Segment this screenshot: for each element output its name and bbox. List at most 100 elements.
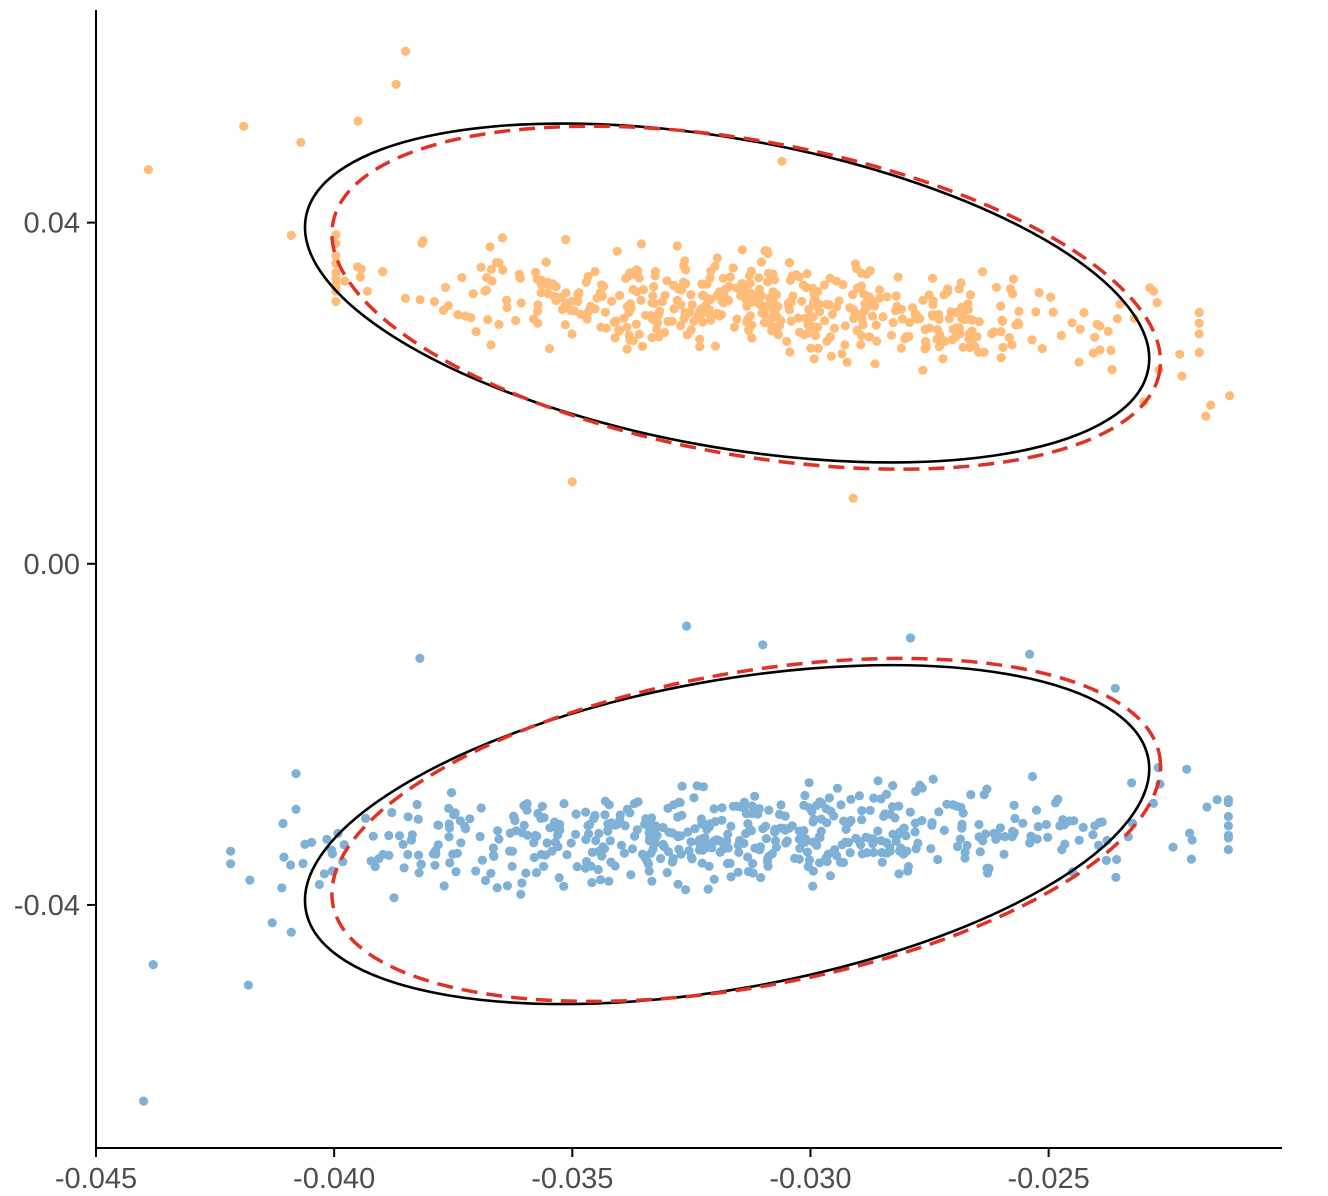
lower-point <box>1041 819 1051 830</box>
upper-point <box>695 334 705 344</box>
lower-point <box>532 831 542 841</box>
lower-point <box>1101 855 1111 866</box>
lower-point <box>1060 839 1070 849</box>
upper-point <box>786 316 796 326</box>
upper-point <box>998 342 1008 352</box>
upper-point <box>745 288 755 298</box>
upper-point <box>837 349 847 359</box>
lower-point <box>957 819 967 830</box>
lower-point <box>770 836 781 846</box>
lower-point <box>539 813 549 823</box>
upper-point <box>763 248 773 259</box>
lower-point <box>915 780 925 790</box>
upper-point <box>611 316 621 326</box>
lower-point <box>632 825 642 835</box>
upper-point <box>802 328 813 338</box>
upper-point <box>657 297 667 307</box>
upper-point <box>612 246 622 256</box>
lower-point <box>1043 832 1053 843</box>
upper-point <box>911 312 921 322</box>
upper-point <box>636 239 647 249</box>
upper-point <box>1107 365 1117 375</box>
upper-point <box>772 290 782 300</box>
lower-point <box>824 793 835 803</box>
lower-point <box>854 791 865 801</box>
lower-point <box>1027 832 1037 842</box>
upper-point <box>697 290 708 300</box>
lower-point <box>594 828 604 839</box>
upper-point <box>637 341 648 351</box>
lower-point <box>148 960 158 970</box>
lower-point <box>378 849 388 860</box>
upper-point <box>859 289 869 299</box>
upper-point <box>486 340 496 350</box>
upper-point <box>882 292 892 302</box>
lower-point <box>825 871 836 881</box>
upper-point <box>996 327 1006 337</box>
upper-point <box>1074 357 1084 367</box>
lower-point <box>873 826 883 836</box>
lower-point <box>808 817 818 827</box>
lower-point <box>926 844 936 854</box>
lower-point <box>723 829 733 839</box>
upper-point <box>582 314 592 324</box>
lower-point <box>697 815 707 826</box>
upper-point <box>842 357 852 367</box>
lower-point <box>877 857 887 867</box>
upper-point <box>622 344 632 354</box>
upper-point <box>1037 344 1047 354</box>
lower-point <box>995 823 1006 833</box>
lower-point <box>286 860 296 870</box>
lower-point <box>846 815 856 826</box>
lower-point <box>537 801 548 811</box>
lower-point <box>794 834 805 844</box>
lower-point <box>522 830 533 840</box>
lower-point <box>581 807 591 817</box>
lower-point <box>1025 649 1035 659</box>
lower-point <box>933 854 943 865</box>
lower-point <box>600 796 611 806</box>
upper-point <box>716 310 727 320</box>
lower-point <box>726 821 736 831</box>
lower-point <box>603 825 613 835</box>
upper-point <box>1194 347 1204 358</box>
lower-point <box>413 850 424 860</box>
lower-point <box>547 846 557 856</box>
lower-point <box>787 821 797 831</box>
lower-point <box>732 801 742 811</box>
lower-point <box>808 866 818 876</box>
lower-point <box>689 793 699 803</box>
upper-point <box>400 293 410 303</box>
lower-point <box>1148 798 1158 809</box>
upper-point <box>614 326 625 336</box>
lower-point <box>604 876 614 886</box>
lower-point <box>664 827 674 837</box>
lower-point <box>516 889 526 899</box>
upper-point <box>1095 321 1105 331</box>
upper-point <box>487 276 497 286</box>
lower-point <box>692 781 702 791</box>
lower-point <box>763 853 773 863</box>
upper-point <box>583 271 593 281</box>
upper-point <box>827 309 838 319</box>
upper-point <box>537 287 547 297</box>
upper-point <box>886 330 897 340</box>
lower-point <box>444 803 454 814</box>
y-tick-label: 0.00 <box>24 549 80 581</box>
lower-point <box>1009 800 1019 810</box>
upper-point <box>429 297 439 307</box>
upper-point <box>744 271 755 281</box>
upper-point <box>717 297 727 307</box>
lower-point <box>673 812 683 822</box>
upper-point <box>652 317 662 327</box>
upper-point <box>820 316 830 326</box>
lower-point <box>942 799 952 809</box>
upper-point <box>813 343 823 353</box>
upper-point <box>497 233 507 243</box>
lower-point <box>840 837 851 847</box>
lower-point <box>439 881 449 891</box>
upper-point <box>852 283 863 293</box>
upper-point <box>1201 411 1211 421</box>
lower-point <box>552 824 562 834</box>
upper-point <box>870 359 880 369</box>
